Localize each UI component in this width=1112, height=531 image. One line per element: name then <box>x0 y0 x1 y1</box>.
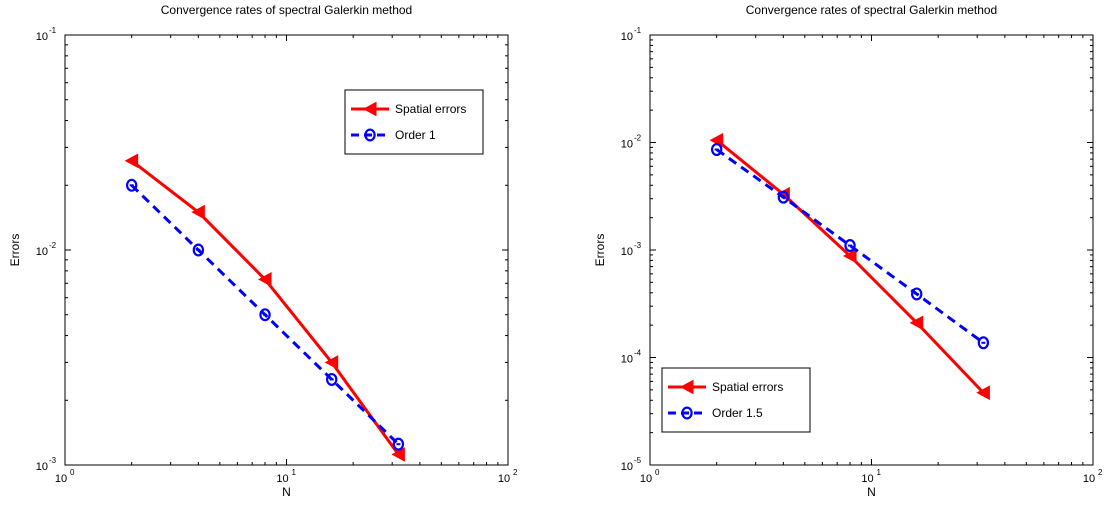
y-tick-label: 10 <box>36 461 48 473</box>
y-tick-label-exponent: -4 <box>634 349 642 358</box>
x-tick-label-exponent: 2 <box>513 468 518 477</box>
series-1 <box>124 153 405 462</box>
x-tick-label-exponent: 1 <box>292 468 297 477</box>
data-point-circle <box>681 406 693 420</box>
series-1 <box>709 132 990 401</box>
data-point-circle <box>192 243 205 257</box>
data-point-triangle <box>124 153 139 169</box>
data-point-triangle <box>324 355 339 370</box>
y-tick-label: 10 <box>621 31 633 43</box>
legend-box <box>344 89 484 155</box>
legend: Spatial errors Order 1 <box>344 89 484 155</box>
y-tick-label-exponent: -2 <box>634 134 642 143</box>
data-point-circle <box>777 190 790 204</box>
x-tick-label: 10 <box>640 473 652 485</box>
y-tick-label-exponent: -5 <box>634 456 642 465</box>
legend-label: Order 1 <box>395 128 436 142</box>
y-axis-label: Errors <box>8 234 22 267</box>
y-tick-label-exponent: -2 <box>49 241 57 250</box>
y-tick-label: 10 <box>621 139 633 151</box>
series-2 <box>710 143 990 350</box>
x-tick-label: 10 <box>1083 473 1095 485</box>
y-axis-label: Errors <box>593 234 607 267</box>
data-point-circle <box>710 143 723 157</box>
legend-label: Spatial errors <box>395 102 466 116</box>
x-tick-label-exponent: 0 <box>655 468 660 477</box>
data-point-circle <box>844 239 856 253</box>
y-tick-label: 10 <box>36 31 48 43</box>
data-point-circle <box>125 178 138 192</box>
data-point-circle <box>911 287 923 301</box>
data-point-triangle <box>909 315 924 331</box>
x-tick-label: 10 <box>861 473 873 485</box>
x-tick-label-exponent: 2 <box>1098 468 1103 477</box>
data-point-triangle <box>842 248 857 264</box>
x-tick-label: 10 <box>276 473 288 485</box>
series-line <box>130 159 400 456</box>
legend-label: Spatial errors <box>712 380 783 394</box>
data-point-triangle <box>679 379 694 395</box>
y-tick-label-exponent: -3 <box>49 456 57 465</box>
chart-title: Convergence rates of spectral Galerkin m… <box>161 3 412 17</box>
data-point-triangle <box>191 204 205 220</box>
data-point-circle <box>977 336 990 350</box>
y-tick-label: 10 <box>621 246 633 258</box>
legend-label: Order 1.5 <box>712 406 763 420</box>
data-point-triangle <box>976 385 990 401</box>
data-point-triangle <box>391 447 405 462</box>
data-point-circle <box>392 437 405 451</box>
x-tick-label-exponent: 1 <box>877 468 882 477</box>
x-axis-label: N <box>282 485 291 499</box>
data-point-triangle <box>257 272 272 287</box>
data-point-triangle <box>362 101 377 117</box>
y-tick-label: 10 <box>621 461 633 473</box>
y-tick-label: 10 <box>36 246 48 258</box>
x-tick-label-exponent: 0 <box>70 468 75 477</box>
legend-box <box>661 367 811 433</box>
x-axis-label: N <box>867 485 876 499</box>
y-tick-label: 10 <box>621 354 633 366</box>
y-tick-label-exponent: -1 <box>49 26 57 35</box>
y-tick-label-exponent: -3 <box>634 241 642 250</box>
series-2 <box>125 178 405 451</box>
data-point-circle <box>259 308 271 322</box>
x-tick-label: 10 <box>55 473 67 485</box>
series-line <box>715 148 985 345</box>
y-tick-label-exponent: -1 <box>634 26 642 35</box>
chart-panel-2: 10010110210-510-410-310-210-1Convergence… <box>593 3 1103 499</box>
legend: Spatial errors Order 1.5 <box>661 367 811 433</box>
x-tick-label: 10 <box>498 473 510 485</box>
chart-title: Convergence rates of spectral Galerkin m… <box>746 3 997 17</box>
data-point-circle <box>364 128 376 142</box>
data-point-circle <box>326 372 338 386</box>
